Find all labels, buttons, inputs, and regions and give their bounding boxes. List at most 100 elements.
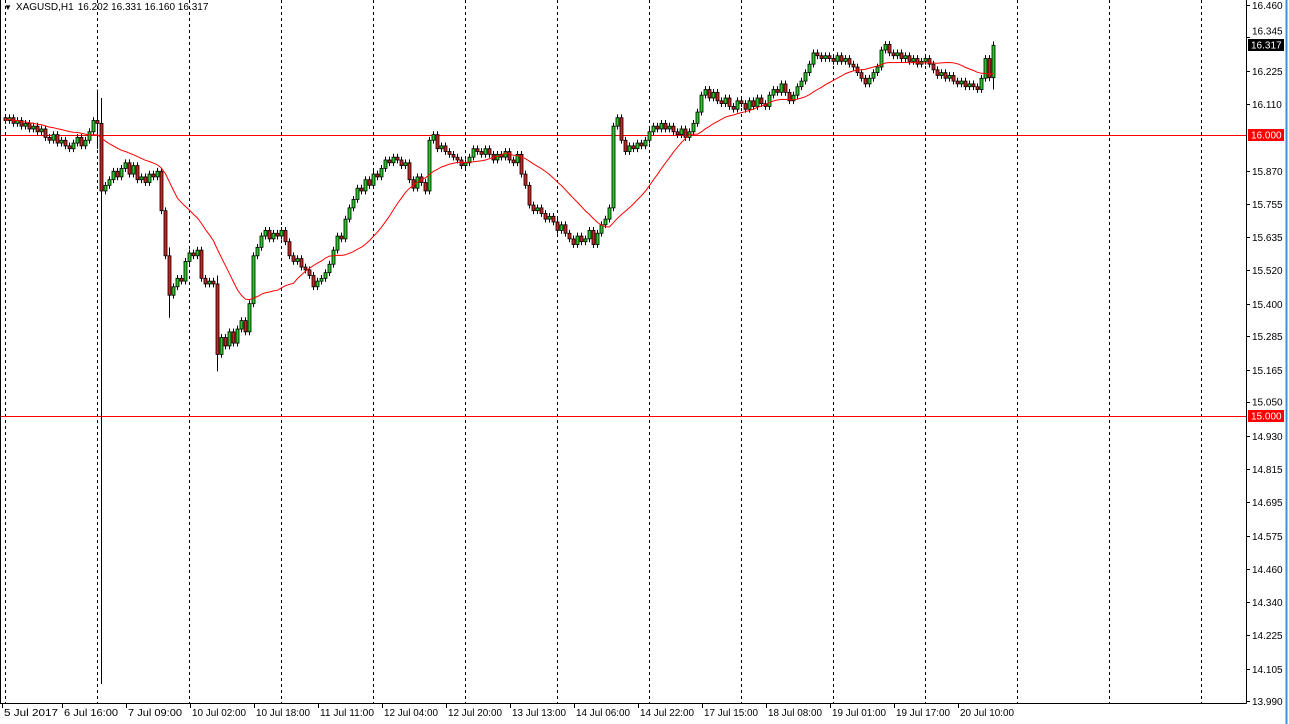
candle-body [707,89,712,99]
candle [835,52,840,65]
candle-body [75,137,80,144]
candle-body [967,83,972,88]
candle [423,179,428,195]
candle [751,97,756,110]
triangle-down-icon[interactable]: ▼ [4,3,12,12]
candle [631,142,636,153]
candle [371,170,376,189]
candle [775,86,780,96]
candle-body [479,151,484,155]
candle [163,207,168,260]
candle [43,125,48,141]
candle-body [303,266,308,271]
candle [391,153,396,167]
x-tick-label: 10 Jul 18:00 [256,708,310,719]
candle [111,167,116,184]
candle-body [991,44,996,79]
candle [927,55,932,68]
candle-body [959,80,964,85]
candle-body [895,52,900,57]
candle-body [495,153,500,161]
candle [767,91,772,110]
candle [295,255,300,265]
time-axis[interactable]: 5 Jul 2017 6 Jul 16:00 7 Jul 09:00 10 Jul 0… [2,703,1015,719]
candle-body [67,145,72,150]
candle [515,150,520,167]
candle-body [431,134,436,141]
candle [279,227,284,240]
candle [879,46,884,71]
candle-body [943,72,948,79]
bid-price-tag: 16.317 [1251,41,1282,52]
candle-body [747,100,752,110]
candle-body [739,100,744,105]
candle [183,258,188,285]
y-tick-label: 14.815 [1252,465,1283,476]
candle-body [183,261,188,282]
candle [83,136,88,150]
x-tick-label: 17 Jul 15:00 [704,708,758,719]
candle-body [403,162,408,167]
x-tick-label: 13 Jul 13:00 [512,708,566,719]
candle-body [347,207,352,220]
candle [147,170,152,186]
candle-body [131,165,136,175]
candle [331,246,336,268]
candle-body [175,277,180,288]
candle [851,60,856,71]
candle-body [451,153,456,158]
candle-body [483,148,488,155]
x-tick-label: 14 Jul 06:00 [576,708,630,719]
candle [475,145,480,155]
candle-body [423,182,428,192]
symbol-label: XAGUSD,H1 [15,2,74,13]
candle-body [215,283,220,355]
candle [395,153,400,164]
candle-body [679,128,684,136]
candle-body [715,91,720,102]
candle [979,74,984,93]
candle [955,77,960,88]
candle-body [879,49,884,68]
candle-body [759,97,764,105]
candle [535,204,540,215]
x-tick-label: 19 Jul 17:00 [896,708,950,719]
candle [599,221,604,237]
candle-body [647,131,652,141]
candle-body [803,72,808,82]
candle-body [247,303,252,333]
candle [299,255,304,271]
chart-header: ▼ XAGUSD,H1 16.202 16.331 16.160 16.317 [4,2,208,13]
candle [367,176,372,189]
candle [743,100,748,113]
candle-body [811,52,816,65]
candle-body [107,179,112,186]
candle [731,103,736,113]
candle [987,55,992,82]
candle [247,300,252,336]
candle-body [207,280,212,285]
candle-body [571,238,576,245]
candle-body [927,58,932,65]
candle-body [339,235,344,240]
candle-body [963,80,968,88]
candle-body [399,159,404,167]
candle-body [911,58,916,62]
candle [455,153,460,164]
candle-body [903,55,908,59]
candle-body [503,151,508,158]
candle [959,77,964,88]
candle [91,117,96,136]
price-axis[interactable]: 16.460 16.345 16.225 16.110 15.870 15.755 15.6… [1246,1,1283,708]
candle-body [851,63,856,68]
candle-body [591,230,596,245]
candle [99,97,104,685]
candle-body [283,230,288,243]
candles [3,41,996,685]
candle-body [567,232,572,240]
candle-body [975,86,980,90]
candle-body [359,187,364,192]
candle-body [187,252,192,262]
candle-body [91,120,96,133]
